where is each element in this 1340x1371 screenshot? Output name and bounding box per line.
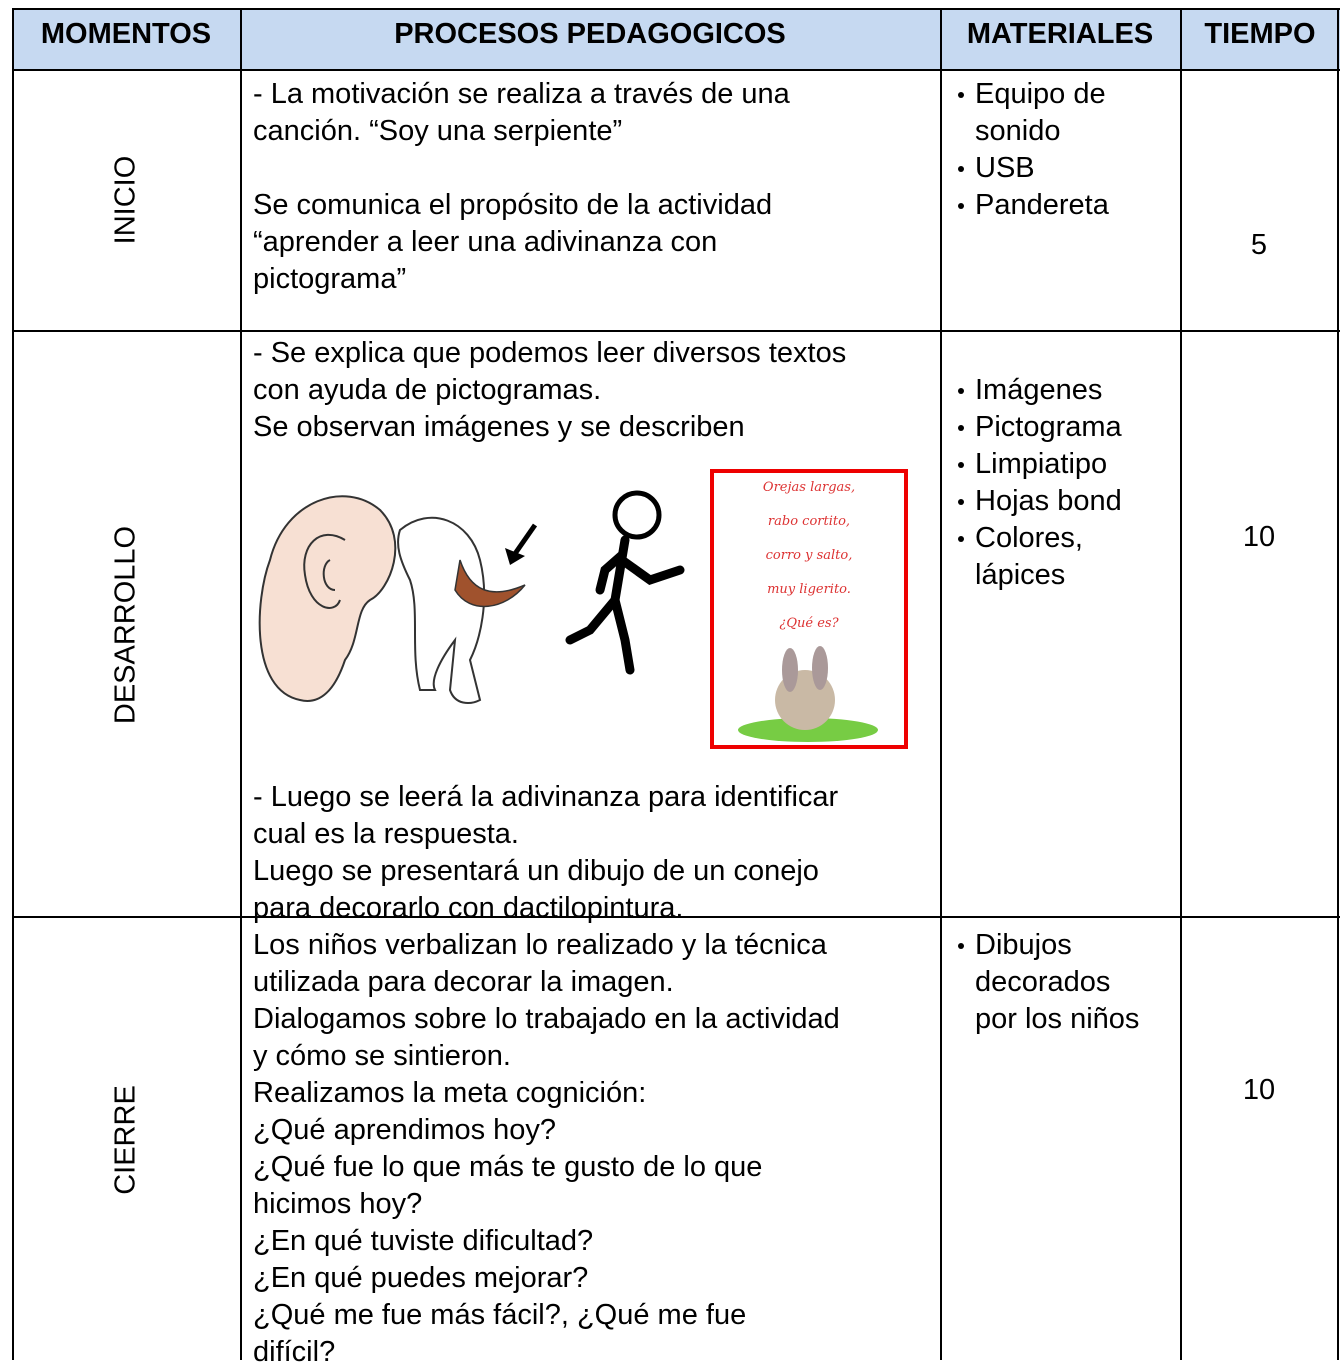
momento: CIERRE — [109, 1085, 142, 1195]
process-line: con ayuda de pictogramas. — [253, 374, 602, 406]
process-line: para decorarlo con dactilopintura. — [253, 892, 684, 924]
tiempo: 10 — [1242, 521, 1276, 553]
bullet — [958, 536, 964, 542]
process-line: cual es la respuesta. — [253, 818, 519, 850]
process-line: - Luego se leerá la adivinanza para iden… — [253, 781, 839, 813]
process-line: hicimos hoy? — [253, 1188, 423, 1220]
process-line: “aprender a leer una adivinanza con — [253, 226, 718, 258]
header-cell: TIEMPO — [1204, 18, 1316, 50]
material-line: Limpiatipo — [975, 448, 1108, 480]
material-line: Imágenes — [975, 374, 1103, 406]
row-border — [12, 916, 1340, 918]
process-line: Realizamos la meta cognición: — [253, 1077, 647, 1109]
row-border — [12, 69, 1340, 71]
column-border — [12, 8, 14, 1360]
process-line: ¿En qué tuviste dificultad? — [253, 1225, 594, 1257]
bullet — [958, 462, 964, 468]
bullet — [958, 166, 964, 172]
material-line: Dibujos — [975, 929, 1072, 961]
bullet — [958, 92, 964, 98]
process-line: - Se explica que podemos leer diversos t… — [253, 337, 847, 369]
material-line: Pictograma — [975, 411, 1122, 443]
bullet — [958, 425, 964, 431]
riddle-card — [710, 469, 908, 749]
process-line: Se comunica el propósito de la actividad — [253, 189, 773, 221]
material-line: sonido — [975, 115, 1061, 147]
card-text: ¿Qué es? — [779, 616, 839, 631]
header-cell: MATERIALES — [966, 18, 1154, 50]
process-line: Luego se presentará un dibujo de un cone… — [253, 855, 819, 887]
header-background — [12, 8, 1340, 70]
column-border — [1180, 8, 1182, 1360]
tiempo: 5 — [1250, 229, 1268, 261]
row-border — [12, 330, 1340, 332]
bullet — [958, 203, 964, 209]
card-text: rabo cortito, — [767, 514, 851, 529]
material-line: Equipo de — [975, 78, 1106, 110]
bullet — [958, 943, 964, 949]
process-line: Se observan imágenes y se describen — [253, 411, 745, 443]
process-line: ¿Qué me fue más fácil?, ¿Qué me fue — [253, 1299, 747, 1331]
tiempo: 10 — [1242, 1074, 1276, 1106]
material-line: decorados — [975, 966, 1111, 998]
process-line: ¿Qué fue lo que más te gusto de lo que — [253, 1151, 763, 1183]
bullet — [958, 499, 964, 505]
dog-tail — [397, 516, 538, 704]
process-line: utilizada para decorar la imagen. — [253, 966, 674, 998]
momento: DESARROLLO — [109, 525, 142, 725]
header-cell: PROCESOS PEDAGOGICOS — [394, 18, 786, 50]
header-cell: MOMENTOS — [40, 18, 212, 50]
process-line: Los niños verbalizan lo realizado y la t… — [253, 929, 827, 961]
material-line: Colores, — [975, 522, 1083, 554]
process-line: canción. “Soy una serpiente” — [253, 115, 623, 147]
process-line: pictograma” — [253, 263, 407, 295]
card-text: muy ligerito. — [767, 582, 851, 597]
row-border — [12, 8, 1340, 10]
running-figure — [565, 490, 685, 675]
material-line: Pandereta — [975, 189, 1109, 221]
card-text: corro y salto, — [765, 548, 853, 563]
process-line: difícil? — [253, 1336, 336, 1368]
ear — [258, 495, 397, 702]
process-line: ¿Qué aprendimos hoy? — [253, 1114, 557, 1146]
bullet — [958, 388, 964, 394]
column-border — [1337, 8, 1339, 1360]
card-text: Orejas largas, — [762, 480, 856, 495]
column-border — [240, 8, 242, 1360]
momento: INICIO — [109, 155, 142, 245]
process-line: Dialogamos sobre lo trabajado en la acti… — [253, 1003, 840, 1035]
process-line: y cómo se sintieron. — [253, 1040, 511, 1072]
process-line: ¿En qué puedes mejorar? — [253, 1262, 589, 1294]
column-border — [940, 8, 942, 1360]
material-line: USB — [975, 152, 1035, 184]
material-line: lápices — [975, 559, 1066, 591]
material-line: por los niños — [975, 1003, 1140, 1035]
material-line: Hojas bond — [975, 485, 1122, 517]
process-line: - La motivación se realiza a través de u… — [253, 78, 790, 110]
